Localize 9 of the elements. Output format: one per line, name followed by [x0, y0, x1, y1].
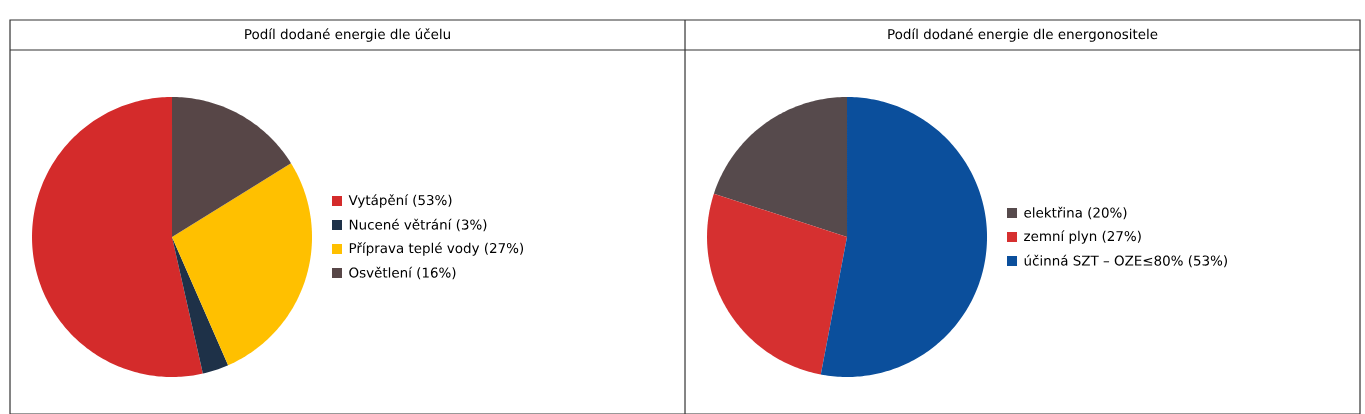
chart-title: Podíl dodané energie dle energonositele — [888, 28, 1158, 42]
legend-label: Osvětlení (16%) — [349, 266, 456, 280]
legend-label: Příprava teplé vody (27%) — [349, 242, 524, 256]
legend-label: účinná SZT – OZE≤80% (53%) — [1024, 254, 1227, 268]
legend-label: zemní plyn (27%) — [1024, 230, 1141, 244]
legend-label: Vytápění (53%) — [348, 194, 452, 208]
legend-label: elektřina (20%) — [1024, 206, 1127, 220]
legend-label: Nucené větrání (3%) — [349, 218, 487, 232]
chart-title: Podíl dodané energie dle účelu — [245, 28, 450, 42]
